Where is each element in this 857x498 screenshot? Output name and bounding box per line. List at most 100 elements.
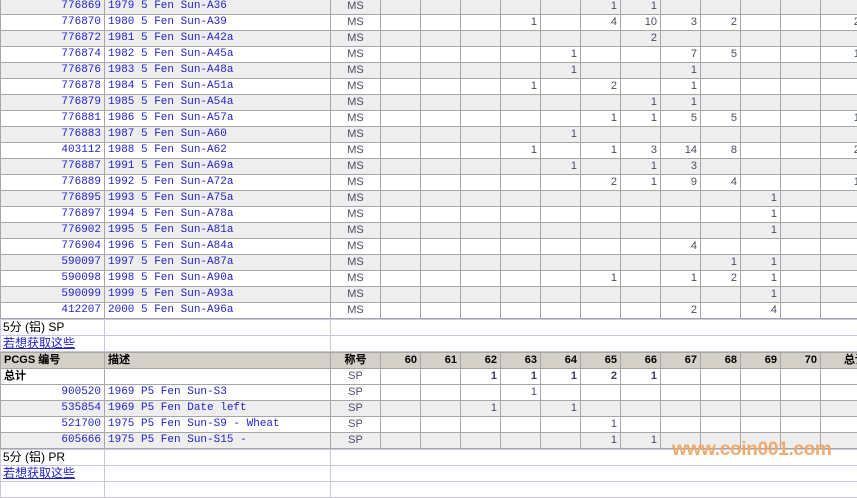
sp-row-pcgs-number[interactable]: 535854 [1,401,105,417]
ms-row-grade-67: 1 [661,63,701,79]
ms-row-pcgs-number[interactable]: 776897 [1,207,105,223]
ms-row-pcgs-number[interactable]: 776870 [1,15,105,31]
ms-row-grade-70 [781,223,821,239]
ms-row-grade-64: 1 [541,63,581,79]
sp-row-description[interactable]: 1975 P5 Fen Sun-S9 - Wheat [105,417,331,433]
pr-section-link[interactable]: 若想获取这些 [1,466,105,482]
ms-row-grade-66 [621,271,661,287]
ms-row-description[interactable]: 1982 5 Fen Sun-A45a [105,47,331,63]
ms-row-description[interactable]: 1981 5 Fen Sun-A42a [105,31,331,47]
ms-row-description[interactable]: 1991 5 Fen Sun-A69a [105,159,331,175]
sp-total-grade-60 [381,369,421,385]
ms-row-grade-69 [741,95,781,111]
sp-section-link[interactable]: 若想获取这些 [1,336,105,352]
header-grade-70[interactable]: 70 [781,353,821,369]
ms-row-grade-68 [701,159,741,175]
ms-row-description[interactable]: 1983 5 Fen Sun-A48a [105,63,331,79]
header-grade-65[interactable]: 65 [581,353,621,369]
ms-row-grade-64 [541,255,581,271]
ms-row-pcgs-number[interactable]: 776874 [1,47,105,63]
sp-row-grade-67 [661,433,701,449]
ms-row-grade-62 [461,0,501,15]
ms-row-pcgs-number[interactable]: 776902 [1,223,105,239]
ms-row-pcgs-number[interactable]: 403112 [1,143,105,159]
ms-row-pcgs-number[interactable]: 776895 [1,191,105,207]
ms-row-grade-65 [581,239,621,255]
ms-row-pcgs-number[interactable]: 776883 [1,127,105,143]
ms-row-description[interactable]: 1979 5 Fen Sun-A36 [105,0,331,15]
ms-row-pcgs-number[interactable]: 776881 [1,111,105,127]
ms-row-description[interactable]: 1988 5 Fen Sun-A62 [105,143,331,159]
header-total[interactable]: 总计 [821,353,857,369]
ms-row-grade-60 [381,31,421,47]
ms-row-total: 3 [821,255,857,271]
ms-row-pcgs-number[interactable]: 590097 [1,255,105,271]
ms-row-grade-61 [421,271,461,287]
ms-row-grade-60 [381,239,421,255]
sp-row-grade-61 [421,433,461,449]
ms-row-grade-63 [501,303,541,319]
ms-row-description[interactable]: 1994 5 Fen Sun-A78a [105,207,331,223]
ms-row-description[interactable]: 2000 5 Fen Sun-A96a [105,303,331,319]
header-grade-67[interactable]: 67 [661,353,701,369]
sp-row-description[interactable]: 1969 P5 Fen Date left [105,401,331,417]
ms-row-description[interactable]: 1985 5 Fen Sun-A54a [105,95,331,111]
header-grade-68[interactable]: 68 [701,353,741,369]
ms-row-pcgs-number[interactable]: 590099 [1,287,105,303]
ms-row-pcgs-number[interactable]: 776876 [1,63,105,79]
header-title[interactable]: 称号 [331,353,381,369]
ms-row-description[interactable]: 1999 5 Fen Sun-A93a [105,287,331,303]
header-grade-64[interactable]: 64 [541,353,581,369]
ms-row-grade-68: 1 [701,255,741,271]
header-grade-61[interactable]: 61 [421,353,461,369]
ms-row-description[interactable]: 1980 5 Fen Sun-A39 [105,15,331,31]
ms-row-description[interactable]: 1997 5 Fen Sun-A87a [105,255,331,271]
ms-row-grade-61 [421,0,461,15]
header-grade-63[interactable]: 63 [501,353,541,369]
ms-row-pcgs-number[interactable]: 776878 [1,79,105,95]
ms-row-description[interactable]: 1995 5 Fen Sun-A81a [105,223,331,239]
ms-row-description[interactable]: 1986 5 Fen Sun-A57a [105,111,331,127]
ms-row-pcgs-number[interactable]: 776889 [1,175,105,191]
ms-row-total: 27 [821,143,857,159]
ms-row-title: MS [331,159,381,175]
ms-row-description[interactable]: 1984 5 Fen Sun-A51a [105,79,331,95]
ms-row-pcgs-number[interactable]: 776887 [1,159,105,175]
ms-row-total: 2 [821,0,857,15]
sp-total-grade-65: 2 [581,369,621,385]
header-grade-60[interactable]: 60 [381,353,421,369]
sp-row-grade-62: 1 [461,401,501,417]
header-grade-62[interactable]: 62 [461,353,501,369]
header-grade-69[interactable]: 69 [741,353,781,369]
ms-row-grade-62 [461,303,501,319]
ms-row-pcgs-number[interactable]: 776879 [1,95,105,111]
ms-row-description[interactable]: 1993 5 Fen Sun-A75a [105,191,331,207]
sp-row-description[interactable]: 1969 P5 Fen Sun-S3 [105,385,331,401]
ms-row-description[interactable]: 1998 5 Fen Sun-A90a [105,271,331,287]
sp-row-grade-63 [501,401,541,417]
sp-row-grade-66 [621,385,661,401]
header-grade-66[interactable]: 66 [621,353,661,369]
ms-row-pcgs-number[interactable]: 776869 [1,0,105,15]
ms-row-pcgs-number[interactable]: 590098 [1,271,105,287]
ms-row-grade-68 [701,127,741,143]
ms-row-grade-63 [501,127,541,143]
sp-row-grade-60 [381,433,421,449]
header-pcgs-number[interactable]: PCGS 编号 [1,353,105,369]
ms-row-description[interactable]: 1987 5 Fen Sun-A60 [105,127,331,143]
ms-row-grade-64 [541,303,581,319]
sp-row-pcgs-number[interactable]: 900520 [1,385,105,401]
sp-row-pcgs-number[interactable]: 605666 [1,433,105,449]
sp-header-row: PCGS 编号 描述 称号 60 61 62 63 64 65 66 67 68… [1,353,857,369]
sp-row-pcgs-number[interactable]: 521700 [1,417,105,433]
ms-row-description[interactable]: 1992 5 Fen Sun-A72a [105,175,331,191]
ms-row-pcgs-number[interactable]: 776904 [1,239,105,255]
sp-row-description[interactable]: 1975 P5 Fen Sun-S15 - [105,433,331,449]
ms-row-grade-67 [661,223,701,239]
header-description[interactable]: 描述 [105,353,331,369]
ms-row-pcgs-number[interactable]: 776872 [1,31,105,47]
ms-row-description[interactable]: 1996 5 Fen Sun-A84a [105,239,331,255]
ms-row-pcgs-number[interactable]: 412207 [1,303,105,319]
